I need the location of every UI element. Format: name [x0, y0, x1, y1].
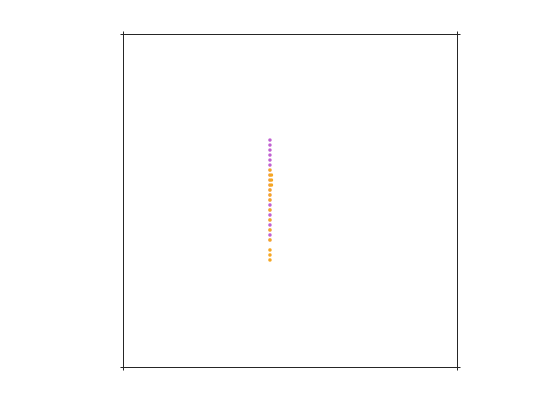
data-points — [268, 138, 274, 262]
data-point — [268, 193, 272, 197]
axes-box — [123, 34, 458, 368]
data-point — [268, 188, 272, 192]
data-point — [268, 218, 272, 222]
data-point — [268, 153, 272, 157]
data-point — [268, 203, 272, 207]
data-point — [268, 163, 272, 167]
data-point — [268, 148, 272, 152]
data-point — [268, 158, 272, 162]
data-point — [268, 253, 272, 257]
data-point — [269, 178, 274, 182]
data-point — [269, 173, 274, 177]
data-point — [268, 208, 272, 212]
data-point — [268, 223, 272, 227]
axis-ticks — [120, 31, 461, 371]
data-point — [268, 213, 272, 217]
data-point — [268, 168, 272, 172]
data-point — [268, 138, 272, 142]
data-point — [268, 233, 272, 237]
data-point — [269, 183, 274, 187]
data-point — [268, 198, 272, 202]
data-point — [268, 238, 272, 242]
data-point — [268, 143, 272, 147]
data-point — [268, 248, 272, 252]
data-point — [268, 228, 272, 232]
data-point — [268, 258, 272, 262]
